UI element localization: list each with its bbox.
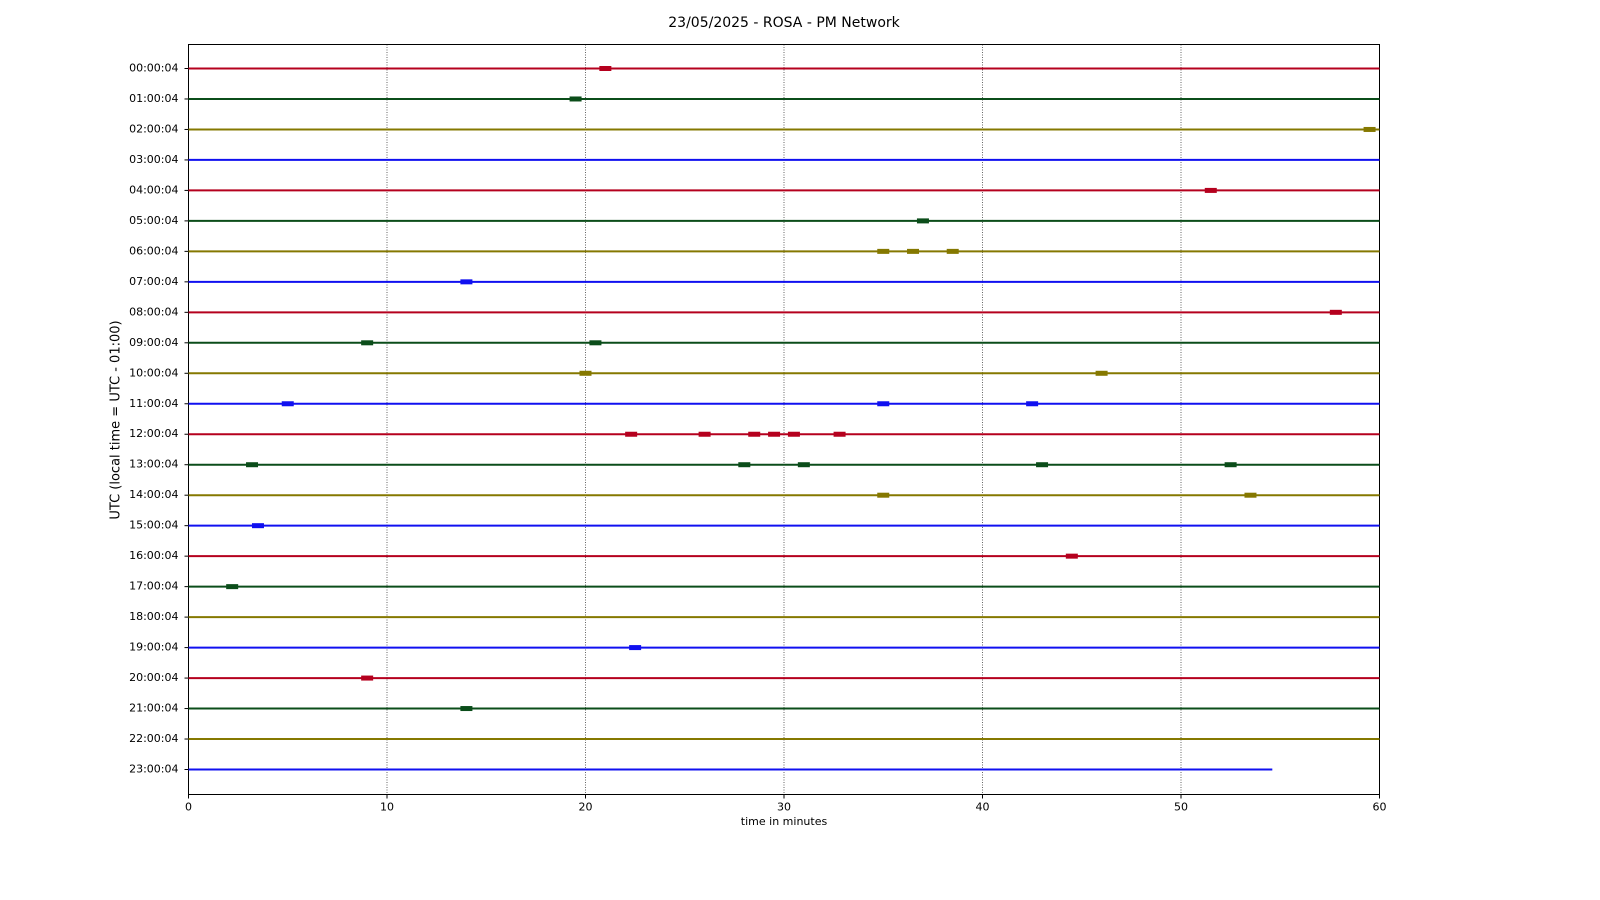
y-tick-label: 16:00:04 bbox=[129, 549, 178, 562]
trace-burst bbox=[251, 523, 264, 529]
y-tick-label: 09:00:04 bbox=[129, 336, 178, 349]
y-tick-label: 00:00:04 bbox=[129, 62, 178, 75]
y-tick-label: 01:00:04 bbox=[129, 92, 178, 105]
y-tick-label: 07:00:04 bbox=[129, 275, 178, 288]
y-tick-label: 10:00:04 bbox=[129, 366, 178, 379]
trace-burst bbox=[738, 462, 751, 468]
trace-burst bbox=[877, 248, 890, 254]
trace-burst bbox=[1036, 462, 1049, 468]
x-tick-label: 40 bbox=[976, 801, 990, 814]
y-tick-label: 21:00:04 bbox=[129, 702, 178, 715]
trace-burst bbox=[946, 248, 959, 254]
trace-burst bbox=[361, 675, 374, 681]
trace-burst bbox=[579, 370, 592, 376]
trace-burst bbox=[1224, 462, 1237, 468]
y-tick-label: 08:00:04 bbox=[129, 305, 178, 318]
trace-burst bbox=[599, 66, 612, 71]
x-tick-label: 0 bbox=[185, 801, 192, 814]
trace-burst bbox=[1065, 553, 1078, 559]
y-tick-label: 12:00:04 bbox=[129, 427, 178, 440]
trace-burst bbox=[916, 218, 929, 224]
trace-burst bbox=[787, 431, 800, 437]
trace-burst bbox=[460, 706, 473, 712]
trace-burst bbox=[877, 492, 890, 498]
trace-burst bbox=[246, 462, 259, 468]
trace-burst bbox=[460, 279, 473, 285]
x-tick-label: 10 bbox=[380, 801, 394, 814]
y-tick-label: 20:00:04 bbox=[129, 671, 178, 684]
y-tick-label: 17:00:04 bbox=[129, 580, 178, 593]
x-tick-label: 20 bbox=[579, 801, 593, 814]
chart-title: 23/05/2025 - ROSA - PM Network bbox=[668, 15, 900, 31]
trace-burst bbox=[833, 431, 846, 437]
y-axis-label: UTC (local time = UTC - 01:00) bbox=[109, 320, 124, 519]
trace-burst bbox=[625, 431, 638, 437]
x-tick-label: 60 bbox=[1373, 801, 1387, 814]
y-tick-label: 14:00:04 bbox=[129, 488, 178, 501]
trace-burst bbox=[877, 401, 890, 407]
trace-burst bbox=[1363, 126, 1376, 132]
y-tick-label: 15:00:04 bbox=[129, 519, 178, 532]
y-tick-label: 04:00:04 bbox=[129, 183, 178, 196]
y-tick-label: 03:00:04 bbox=[129, 153, 178, 166]
trace-burst bbox=[1204, 187, 1217, 193]
trace-burst bbox=[907, 248, 920, 254]
trace-burst bbox=[1026, 401, 1039, 407]
trace-burst bbox=[698, 431, 711, 437]
y-tick-label: 19:00:04 bbox=[129, 641, 178, 654]
trace-burst bbox=[569, 96, 582, 102]
x-tick-label: 30 bbox=[777, 801, 791, 814]
trace-burst bbox=[361, 340, 374, 346]
y-tick-label: 22:00:04 bbox=[129, 732, 178, 745]
trace-burst bbox=[1095, 370, 1108, 376]
trace-burst bbox=[629, 645, 642, 651]
y-tick-label: 11:00:04 bbox=[129, 397, 178, 410]
y-tick-label: 18:00:04 bbox=[129, 610, 178, 623]
trace-burst bbox=[226, 584, 239, 590]
x-axis-label: time in minutes bbox=[741, 815, 828, 828]
trace-burst bbox=[748, 431, 761, 437]
y-tick-label: 06:00:04 bbox=[129, 244, 178, 257]
trace-burst bbox=[768, 431, 781, 437]
trace-burst bbox=[797, 462, 810, 468]
y-tick-label: 02:00:04 bbox=[129, 122, 178, 135]
trace-burst bbox=[281, 401, 294, 407]
y-tick-label: 23:00:04 bbox=[129, 763, 178, 776]
trace-burst bbox=[589, 340, 602, 346]
trace-burst bbox=[1329, 309, 1342, 315]
x-tick-label: 50 bbox=[1174, 801, 1188, 814]
trace-burst bbox=[1244, 492, 1257, 498]
y-tick-label: 13:00:04 bbox=[129, 458, 178, 471]
y-tick-label: 05:00:04 bbox=[129, 214, 178, 227]
